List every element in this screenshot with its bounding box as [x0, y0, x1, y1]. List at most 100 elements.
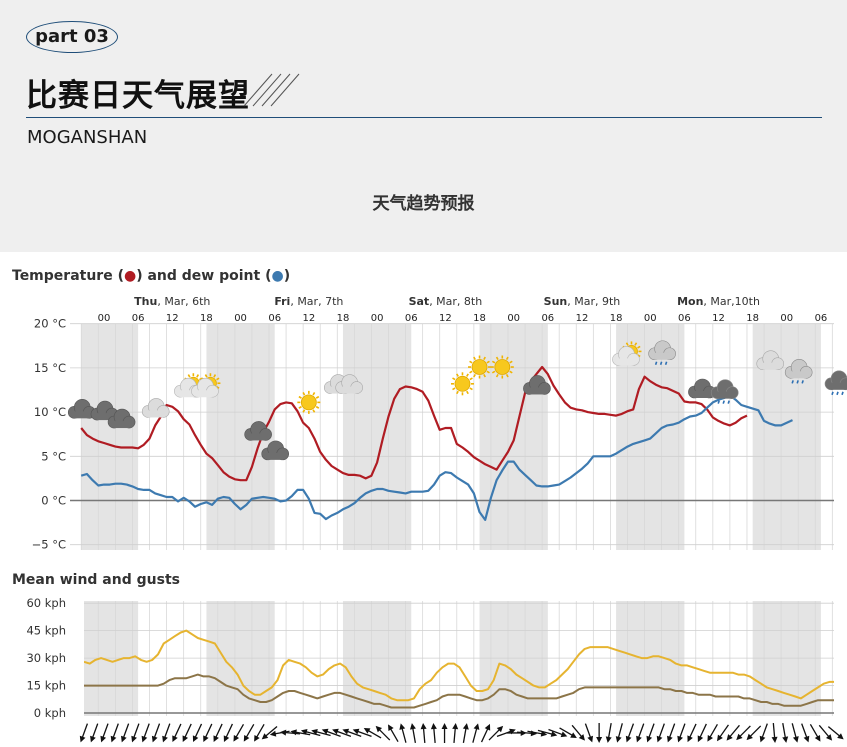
wind-direction-arrow	[480, 723, 491, 743]
arrow-head	[677, 735, 683, 743]
arrow-head	[192, 735, 199, 743]
arrow-head	[803, 735, 810, 743]
arrow-head	[792, 736, 799, 743]
wind-direction-arrow	[254, 724, 265, 742]
arrow-head	[79, 735, 86, 743]
wind-direction-arrow	[548, 728, 568, 738]
wind-direction-arrow	[100, 723, 109, 743]
arrow-head	[363, 727, 371, 734]
moon-shape	[586, 424, 596, 443]
temperature-chart: Temperature (●) and dew point (●) 20 °C 1…	[12, 268, 847, 552]
wind-direction-arrow	[759, 723, 768, 743]
arrow-head	[182, 735, 189, 743]
sun-ray	[634, 342, 638, 346]
wind-direction-arrow	[420, 723, 427, 744]
sun-ray	[199, 377, 203, 381]
wind-direction-arrow	[488, 725, 504, 741]
hour-label: 06	[405, 313, 418, 324]
moon-icon	[586, 424, 596, 443]
sun-ray	[509, 360, 513, 364]
arrow-head	[636, 735, 642, 743]
hour-label: 18	[473, 313, 486, 324]
rain-drop	[791, 380, 794, 384]
arrow-head	[746, 733, 753, 741]
wind-direction-arrow	[121, 723, 130, 743]
arrow-head	[646, 735, 653, 743]
cloud-dark-icon	[523, 375, 551, 395]
part-badge: part 03	[26, 21, 118, 53]
hour-label: 06	[678, 313, 691, 324]
hour-label: 12	[439, 313, 452, 324]
arrow-head	[550, 731, 558, 737]
wind-direction-arrow	[726, 724, 740, 741]
cloud-base	[97, 413, 112, 421]
arrow-head	[110, 735, 117, 743]
sun-ray	[456, 390, 459, 395]
arrow-head	[759, 735, 766, 743]
arrow-head	[496, 725, 504, 733]
sun-disc	[300, 394, 317, 411]
hour-label: 00	[507, 313, 520, 324]
wind-direction-arrow	[559, 727, 577, 738]
rain-icon	[648, 340, 676, 366]
arrow-head	[656, 735, 663, 743]
sun-ray	[216, 377, 220, 381]
wind-direction-arrow	[90, 723, 99, 743]
wind-direction-arrow	[332, 728, 352, 737]
day-label: Thu, Mar, 6th	[134, 295, 210, 308]
sun-ray	[204, 374, 208, 378]
arrow-head	[162, 735, 168, 743]
hour-label: 00	[371, 313, 384, 324]
arrow-head	[570, 732, 577, 738]
wind-direction-arrow	[79, 723, 89, 743]
header-panel: part 03 比赛日天气展望 MOGANSHAN 天气趋势预报	[0, 0, 847, 252]
sun-ray	[473, 373, 476, 378]
cloud-base	[791, 371, 807, 379]
arrow-head	[452, 723, 459, 730]
wind-direction-arrow	[280, 729, 301, 736]
arrow-head	[233, 734, 240, 742]
sun-ray	[312, 409, 316, 413]
wind-direction-arrow	[615, 723, 623, 743]
rain-icon	[784, 359, 813, 384]
wind-direction-arrow	[269, 730, 290, 737]
arrow-head	[261, 733, 269, 740]
sun-ray	[187, 374, 191, 378]
sun-ray	[509, 370, 513, 374]
arrow-head	[121, 735, 127, 743]
wind-direction-arrow	[182, 723, 192, 743]
arrow-head	[300, 729, 308, 735]
wind-direction-arrow	[656, 723, 665, 743]
sun-ray	[452, 387, 456, 391]
sun-ray	[452, 377, 456, 381]
y-tick-label: 0 °C	[41, 494, 66, 508]
wind-direction-arrow	[625, 723, 635, 743]
location-label: MOGANSHAN	[27, 127, 148, 148]
night-shading	[342, 324, 412, 550]
gusts-line	[84, 629, 834, 702]
wind-direction-arrow	[151, 723, 161, 743]
title-slash-decoration	[244, 73, 300, 107]
cloud-base	[762, 362, 778, 370]
temperature-legend-dot: ●	[124, 268, 136, 284]
forecast-charts: Temperature (●) and dew point (●) 20 °C 1…	[12, 268, 847, 744]
arrow-head	[388, 724, 394, 732]
sun-ray	[298, 395, 302, 399]
arrow-head	[409, 723, 416, 730]
wind-direction-arrow	[388, 724, 399, 742]
hour-label: 00	[780, 313, 793, 324]
cloud-base	[267, 452, 283, 460]
wind-direction-arrow	[827, 726, 844, 740]
wind-direction-arrow	[818, 724, 833, 741]
wind-direction-arrow	[605, 723, 612, 743]
arrow-head	[280, 729, 287, 736]
y-tick-label: 5 °C	[41, 449, 66, 463]
sun-disc	[454, 375, 471, 392]
rain-drop	[722, 400, 725, 404]
hour-label: 06	[268, 313, 281, 324]
sun-cloud-icon	[191, 373, 221, 398]
arrow-head	[141, 735, 148, 743]
hour-label: 06	[541, 313, 554, 324]
arrow-head	[605, 736, 612, 743]
cloud-dark-icon	[244, 421, 272, 441]
